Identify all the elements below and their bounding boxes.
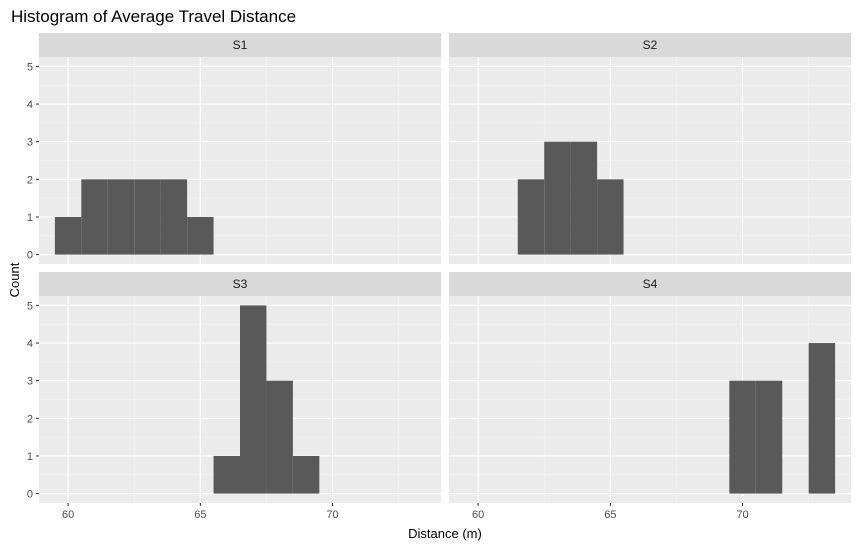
strip-s1 (39, 33, 441, 57)
y-tick-label: 5 (27, 300, 33, 312)
y-tick-label: 1 (27, 212, 33, 224)
strip-label-s2: S2 (643, 38, 658, 52)
histogram-bar-s2-63 (544, 141, 571, 255)
facet-s2: S2 (449, 33, 851, 264)
histogram-bar-s1-61 (81, 179, 108, 255)
histogram-bar-s1-65 (187, 216, 214, 255)
strip-s4 (449, 272, 851, 296)
y-tick-label: 4 (27, 99, 33, 111)
y-tick-label: 2 (27, 174, 33, 186)
strip-label-s1: S1 (233, 38, 248, 52)
y-tick-label: 3 (27, 376, 33, 388)
histogram-bar-s3-68 (266, 380, 293, 494)
histogram-bar-s1-60 (54, 216, 82, 255)
facet-s1: S1 0 1 2 3 4 5 (27, 33, 441, 264)
facet-s4: S4 60 65 70 (449, 272, 851, 521)
y-tick-label: 1 (27, 451, 33, 463)
x-tick-label: 65 (194, 509, 206, 521)
strip-s2 (449, 33, 851, 57)
y-axis-title: Count (7, 262, 22, 297)
x-tick-label: 70 (736, 509, 748, 521)
y-tick-label: 0 (27, 489, 33, 501)
x-tick-label: 60 (62, 509, 74, 521)
facet-panels: S1 0 1 2 3 4 5 S2 S3 0 1 2 3 4 5 60 65 70 S4 60 65 70 (27, 33, 851, 521)
histogram-bar-s1-63 (134, 179, 161, 255)
facet-s3: S3 0 1 2 3 4 5 60 65 70 (27, 272, 441, 521)
histogram-bar-s3-67 (240, 305, 267, 494)
x-tick-label: 65 (604, 509, 616, 521)
y-tick-label: 3 (27, 137, 33, 149)
histogram-bar-s2-62 (517, 179, 545, 255)
y-tick-label: 5 (27, 61, 33, 73)
x-tick-label: 60 (472, 509, 484, 521)
histogram-bar-s4-70 (729, 380, 756, 494)
histogram-bar-s1-64 (160, 179, 188, 255)
histogram-bar-s4-73 (808, 343, 836, 494)
x-axis-title: Distance (m) (408, 526, 482, 541)
y-tick-label: 4 (27, 338, 33, 350)
histogram-bar-s2-65 (597, 179, 624, 255)
histogram-bar-s4-71 (755, 380, 783, 494)
histogram-bar-s2-64 (570, 141, 598, 255)
strip-s3 (39, 272, 441, 296)
y-tick-label: 0 (27, 250, 33, 262)
histogram-bar-s1-62 (107, 179, 135, 255)
strip-label-s4: S4 (643, 277, 658, 291)
histogram-bar-s3-66 (213, 455, 240, 494)
x-tick-label: 70 (326, 509, 338, 521)
chart-title: Histogram of Average Travel Distance (11, 7, 296, 26)
histogram-bar-s3-69 (292, 455, 320, 494)
strip-label-s3: S3 (233, 277, 248, 291)
y-tick-label: 2 (27, 413, 33, 425)
